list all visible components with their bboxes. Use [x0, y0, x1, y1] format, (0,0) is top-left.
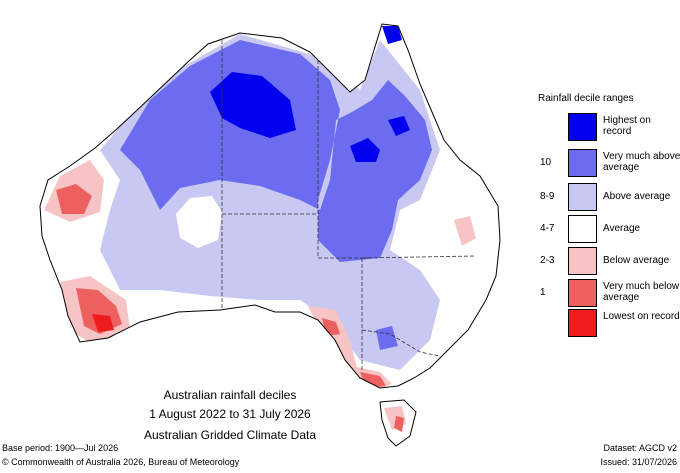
legend-label: Highest on record — [603, 115, 651, 137]
legend-label: Below average — [603, 255, 670, 266]
decile-regions — [44, 26, 476, 388]
state-borders — [221, 40, 475, 372]
legend-swatch — [568, 149, 597, 177]
legend-label: Very much below average — [603, 281, 680, 303]
copyright: © Commonwealth of Australia 2026, Bureau… — [2, 457, 240, 467]
dataset-label: Dataset: AGCD v2 — [603, 443, 677, 453]
map-dataset-name: Australian Gridded Climate Data — [143, 428, 317, 442]
legend-item-average: 4-7 Average — [538, 215, 678, 243]
legend-swatch — [568, 247, 597, 275]
legend-item-highest: Highest on record — [538, 113, 678, 141]
legend-swatch — [568, 279, 597, 307]
issued-date: Issued: 31/07/2026 — [600, 457, 677, 467]
legend-label: Average — [603, 223, 641, 234]
tasmania-very-much-below — [394, 416, 404, 432]
base-period: Base period: 1900—Jul 2026 — [2, 443, 119, 453]
legend-range: 2-3 — [540, 255, 555, 266]
legend-range: 8-9 — [540, 191, 555, 202]
legend-item-above: 8-9 Above average — [538, 183, 678, 211]
coastline — [39, 23, 501, 389]
legend-swatch — [568, 309, 597, 337]
legend-item-below: 2-3 Below average — [538, 247, 678, 275]
legend-label: Very much above average — [603, 151, 680, 173]
legend-label: Lowest on record — [603, 311, 680, 322]
legend-range: 1 — [540, 287, 546, 298]
legend-item-very-much-below: 1 Very much below average — [538, 279, 680, 307]
map-period: 1 August 2022 to 31 July 2026 — [149, 407, 311, 421]
legend-swatch — [568, 183, 597, 211]
legend-swatch — [568, 113, 597, 141]
legend-label: Above average — [603, 191, 671, 202]
legend-item-very-much-above: 10 Very much above average — [538, 149, 680, 177]
legend-item-lowest: Lowest on record — [538, 309, 680, 337]
legend-range: 4-7 — [540, 223, 555, 234]
legend-swatch — [568, 215, 597, 243]
legend-title: Rainfall decile ranges — [538, 93, 634, 104]
legend-range: 10 — [540, 157, 552, 168]
map-title: Australian rainfall deciles — [163, 388, 297, 402]
